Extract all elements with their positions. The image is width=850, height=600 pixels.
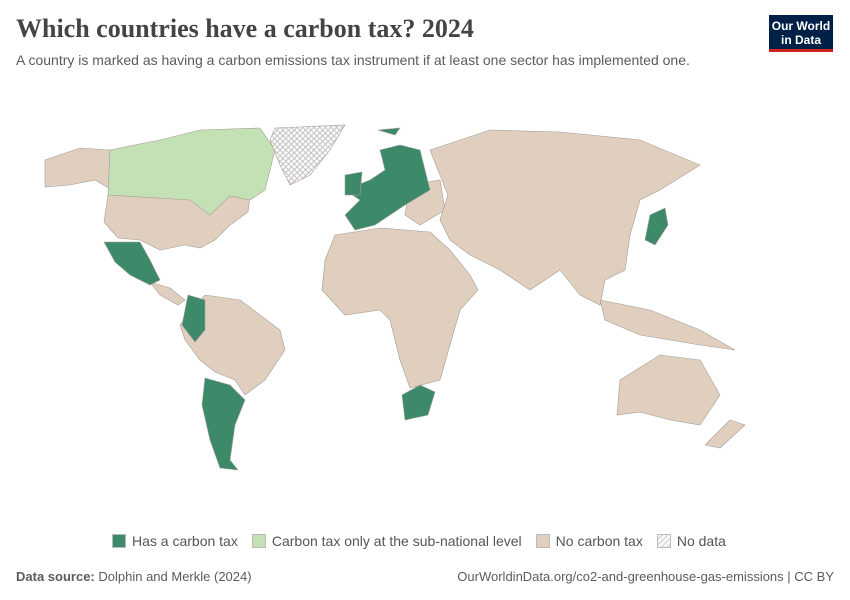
alaska — [44, 147, 113, 191]
swatch — [112, 534, 126, 548]
source-link[interactable]: OurWorldinData.org/co2-and-greenhouse-ga… — [457, 569, 834, 584]
region-no-carbon-tax — [44, 129, 746, 449]
legend: Has a carbon tax Carbon tax only at the … — [112, 533, 726, 549]
svalbard — [377, 127, 401, 136]
south-america — [179, 294, 286, 396]
australia — [616, 354, 721, 426]
chart-title: Which countries have a carbon tax? 2024 — [16, 14, 474, 43]
swatch — [656, 534, 671, 548]
africa — [321, 227, 479, 389]
region-has-carbon-tax — [103, 127, 669, 471]
mexico — [103, 241, 161, 286]
owid-logo[interactable]: Our World in Data — [769, 15, 833, 52]
canada — [107, 127, 276, 216]
legend-item-nodata[interactable]: No data — [656, 533, 726, 549]
western-europe — [344, 144, 431, 231]
south-africa — [401, 384, 436, 421]
swatch — [251, 534, 266, 548]
southeast-asia — [599, 299, 736, 351]
colombia — [181, 294, 206, 343]
russia-asia — [429, 129, 701, 306]
chart-subtitle: A country is marked as having a carbon e… — [16, 52, 690, 68]
argentina-chile — [201, 377, 246, 471]
data-source: Data source: Dolphin and Merkle (2024) — [16, 569, 252, 584]
central-america — [149, 281, 186, 306]
japan — [644, 207, 669, 246]
world-map — [44, 124, 746, 471]
greenland-no-data — [269, 124, 346, 186]
legend-item-subnational[interactable]: Carbon tax only at the sub-national leve… — [251, 533, 522, 549]
legend-item-has[interactable]: Has a carbon tax — [112, 533, 238, 549]
swatch — [535, 534, 550, 548]
new-zealand — [704, 419, 746, 449]
uk-ireland — [344, 171, 363, 196]
region-subnational — [107, 127, 276, 216]
legend-item-none[interactable]: No carbon tax — [535, 533, 643, 549]
